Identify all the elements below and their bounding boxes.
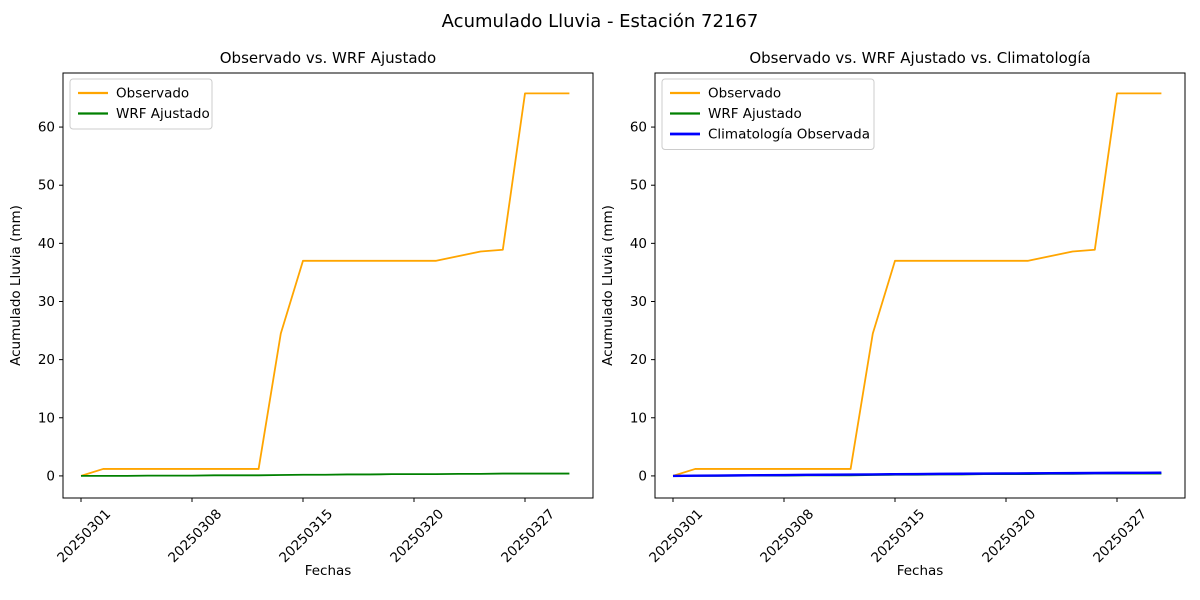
x-tick-label: 20250320 bbox=[387, 506, 447, 566]
y-tick-label: 30 bbox=[630, 294, 647, 310]
x-axis-label: Fechas bbox=[305, 563, 352, 579]
x-tick-label: 20250320 bbox=[979, 506, 1039, 566]
x-tick-label: 20250301 bbox=[54, 506, 114, 566]
y-tick-label: 60 bbox=[630, 120, 647, 136]
legend: Observado WRF Ajustado bbox=[69, 78, 213, 130]
y-tick-label: 10 bbox=[38, 410, 55, 426]
y-axis-ticks: 0 10 20 30 40 50 60 bbox=[38, 120, 63, 484]
y-tick-label: 50 bbox=[38, 178, 55, 194]
x-tick-label: 20250301 bbox=[646, 506, 706, 566]
x-tick-label: 20250308 bbox=[757, 506, 817, 566]
y-axis-label: Acumulado Lluvia (mm) bbox=[8, 205, 24, 366]
x-axis-label: Fechas bbox=[897, 563, 944, 579]
x-tick-label: 20250315 bbox=[868, 506, 928, 566]
y-axis-label: Acumulado Lluvia (mm) bbox=[600, 205, 616, 366]
series-line-observado bbox=[672, 92, 1162, 477]
legend-label-wrf-ajustado: WRF Ajustado bbox=[708, 106, 802, 122]
series-line-observado bbox=[80, 92, 570, 477]
legend-label-observado: Observado bbox=[116, 86, 189, 102]
chart-observado-vs-wrf: Observado vs. WRF Ajustado 0 10 20 30 40 50 60 2… bbox=[8, 49, 594, 579]
y-tick-label: 60 bbox=[38, 120, 55, 136]
figure-title: Acumulado Lluvia - Estación 72167 bbox=[441, 11, 759, 32]
series-line-climatolog-a-observada bbox=[672, 471, 1162, 478]
x-tick-label: 20250327 bbox=[498, 506, 558, 566]
legend: Observado WRF Ajustado Climatología Observ… bbox=[661, 78, 875, 150]
x-axis-ticks: 20250301 20250308 20250315 20250320 20250327 bbox=[646, 498, 1150, 566]
x-tick-label: 20250308 bbox=[165, 506, 225, 566]
y-tick-label: 0 bbox=[46, 468, 55, 484]
x-axis-ticks: 20250301 20250308 20250315 20250320 20250327 bbox=[54, 498, 558, 566]
y-tick-label: 30 bbox=[38, 294, 55, 310]
axes-frame bbox=[62, 72, 594, 499]
subplot-title: Observado vs. WRF Ajustado vs. Climatolo… bbox=[749, 49, 1090, 67]
legend-label-climatolog-a-observada: Climatología Observada bbox=[708, 127, 870, 143]
legend-box bbox=[69, 78, 213, 130]
legend-box bbox=[661, 78, 875, 150]
y-tick-label: 50 bbox=[630, 178, 647, 194]
y-tick-label: 0 bbox=[638, 468, 647, 484]
subplot-title: Observado vs. WRF Ajustado bbox=[220, 49, 436, 67]
axes-frame bbox=[654, 72, 1186, 499]
legend-label-observado: Observado bbox=[708, 86, 781, 102]
x-tick-label: 20250315 bbox=[276, 506, 336, 566]
x-tick-label: 20250327 bbox=[1090, 506, 1150, 566]
y-tick-label: 40 bbox=[630, 236, 647, 252]
y-tick-label: 20 bbox=[630, 352, 647, 368]
y-tick-label: 20 bbox=[38, 352, 55, 368]
y-tick-label: 10 bbox=[630, 410, 647, 426]
series-line-wrf-ajustado bbox=[81, 472, 570, 477]
legend-label-wrf-ajustado: WRF Ajustado bbox=[116, 106, 210, 122]
y-axis-ticks: 0 10 20 30 40 50 60 bbox=[630, 120, 655, 484]
y-tick-label: 40 bbox=[38, 236, 55, 252]
chart-observado-vs-wrf-vs-climatologia: Observado vs. WRF Ajustado vs. Climatolo… bbox=[600, 49, 1186, 579]
